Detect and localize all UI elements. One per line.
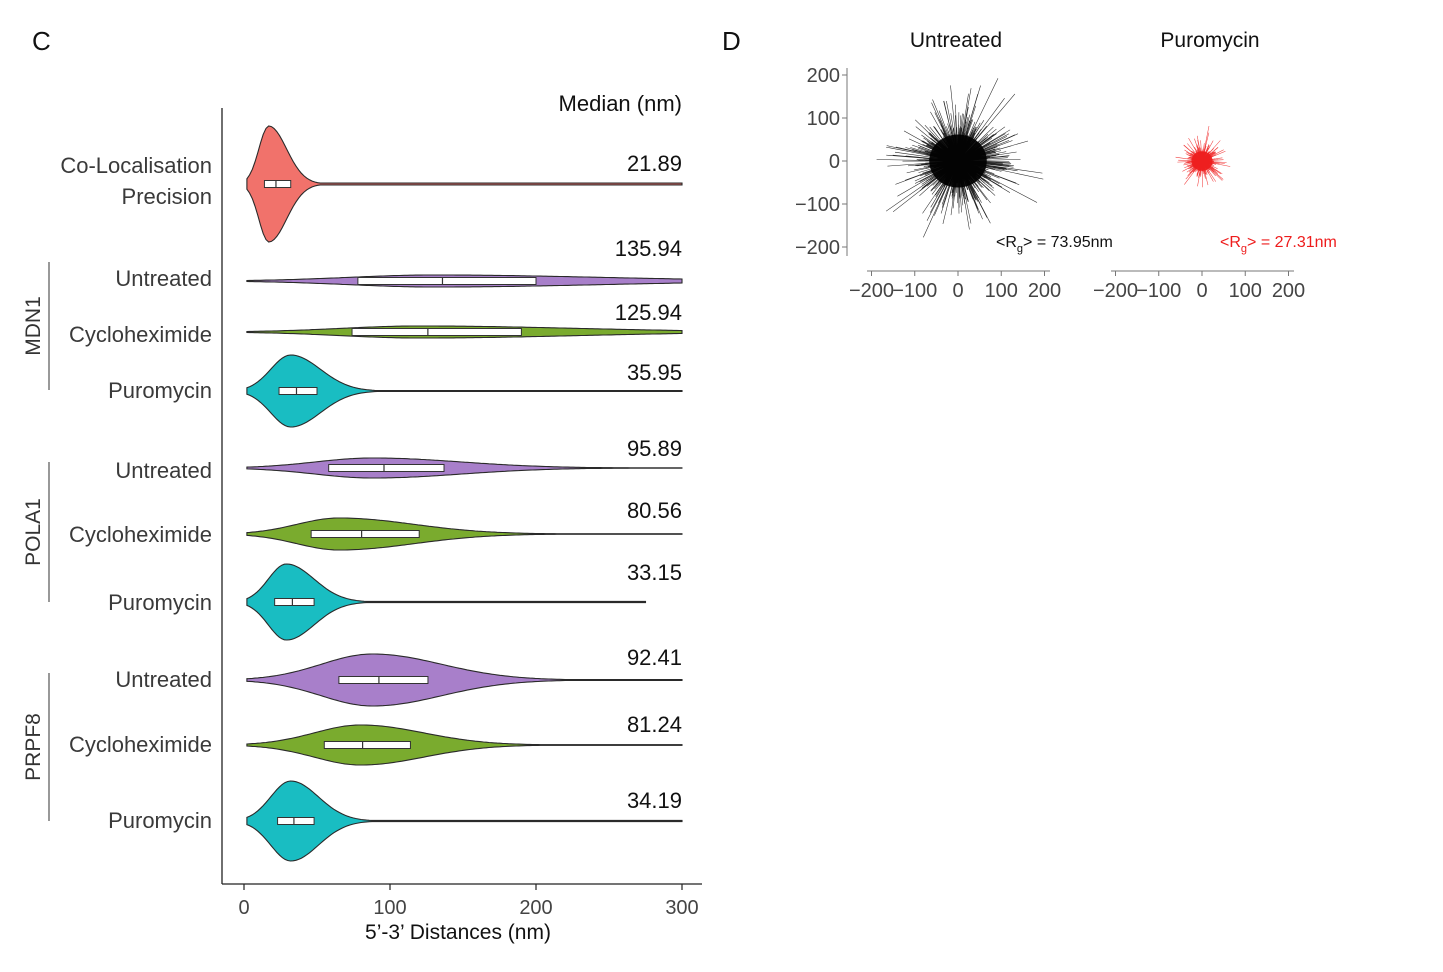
violin-rows: Co-Localisation Precision 21.89 Untreated 13…: [60, 125, 683, 862]
scatter-untreated: [876, 78, 1044, 238]
violin-row: Untreated 95.89: [115, 436, 683, 483]
violin-row: Co-Localisation Precision 21.89: [60, 125, 683, 243]
violin-shape: [246, 724, 683, 766]
x-tick-label: 300: [665, 897, 698, 919]
panel-letter-d: D: [722, 26, 741, 56]
y-tick-label: −100: [795, 194, 840, 216]
y-tick-label: −200: [795, 237, 840, 259]
iqr-box: [263, 180, 292, 188]
violin-shape: [246, 354, 683, 428]
median-value-label: 33.15: [627, 560, 682, 585]
subplot-title-puromycin: Puromycin: [1160, 29, 1259, 52]
category-label: Precision: [122, 184, 212, 209]
group-label: MDN1: [22, 296, 45, 356]
x-tick-label: 100: [373, 897, 406, 919]
category-label: Puromycin: [108, 808, 212, 833]
category-label: Puromycin: [108, 590, 212, 615]
y-tick-label: 200: [807, 65, 840, 87]
subplot-title-untreated: Untreated: [910, 29, 1002, 52]
median-value-label: 35.95: [627, 360, 682, 385]
x-tick-label: 200: [1272, 280, 1305, 302]
x-axis-label: 5’-3’ Distances (nm): [365, 921, 551, 944]
x-tick-label: 0: [1196, 280, 1207, 302]
category-label: Untreated: [115, 458, 212, 483]
x-axis-ticks: 0 100 200 300: [238, 884, 699, 919]
violin-shape: [246, 780, 683, 862]
iqr-box: [277, 817, 315, 825]
y-tick-label: 0: [829, 151, 840, 173]
median-value-label: 135.94: [615, 236, 682, 261]
median-value-label: 125.94: [615, 300, 682, 325]
iqr-box: [274, 598, 315, 606]
violin-row: Cycloheximide 80.56: [69, 498, 683, 551]
x-tick-label: 200: [519, 897, 552, 919]
rg-label-puromycin: <Rg> = 27.31nm: [1220, 234, 1337, 255]
iqr-box: [338, 676, 429, 684]
violin-plot-panel: Median (nm) Co-Localisation Precision 21.8…: [22, 91, 702, 944]
violin-row: Puromycin 35.95: [108, 354, 683, 428]
median-value-label: 81.24: [627, 712, 682, 737]
median-header: Median (nm): [559, 91, 682, 116]
violin-shape: [246, 653, 683, 707]
violin-shape: [246, 563, 647, 641]
x-tick-label: 100: [1229, 280, 1262, 302]
median-value-label: 95.89: [627, 436, 682, 461]
x-tick-label: 0: [238, 897, 249, 919]
x-tick-label: −100: [1136, 280, 1181, 302]
median-value-label: 21.89: [627, 151, 682, 176]
scatter-panel: Untreated Puromycin 2001000−100−200−200−…: [795, 29, 1337, 302]
group-label: POLA1: [22, 498, 45, 566]
iqr-box: [328, 464, 445, 472]
iqr-box: [278, 387, 318, 395]
x-tick-label: −200: [1093, 280, 1138, 302]
iqr-box: [357, 277, 537, 285]
iqr-box: [351, 328, 522, 336]
rg-label-untreated: <Rg> = 73.95nm: [996, 234, 1113, 255]
iqr-box: [310, 530, 420, 538]
violin-row: Cycloheximide 125.94: [69, 300, 683, 347]
median-value-label: 92.41: [627, 645, 682, 670]
violin-shape: [246, 125, 683, 243]
x-tick-label: 100: [985, 280, 1018, 302]
x-tick-label: −100: [892, 280, 937, 302]
category-label: Untreated: [115, 667, 212, 692]
y-tick-label: 100: [807, 108, 840, 130]
category-label: Co-Localisation: [60, 153, 212, 178]
category-label: Untreated: [115, 266, 212, 291]
median-value-label: 34.19: [627, 788, 682, 813]
category-label: Cycloheximide: [69, 732, 212, 757]
group-label: PRPF8: [22, 713, 45, 781]
group-brackets: MDN1 POLA1 PRPF8: [22, 262, 50, 821]
violin-row: Puromycin 34.19: [108, 780, 683, 862]
median-value-label: 80.56: [627, 498, 682, 523]
violin-row: Untreated 135.94: [115, 236, 683, 291]
category-label: Puromycin: [108, 378, 212, 403]
x-tick-label: 0: [952, 280, 963, 302]
violin-row: Cycloheximide 81.24: [69, 712, 683, 766]
scatter-puromycin: [1175, 125, 1231, 188]
violin-row: Puromycin 33.15: [108, 560, 682, 641]
category-label: Cycloheximide: [69, 322, 212, 347]
category-label: Cycloheximide: [69, 522, 212, 547]
trajectory-core: [929, 134, 987, 188]
panel-letter-c: C: [32, 26, 51, 56]
x-tick-label: −200: [849, 280, 894, 302]
x-tick-label: 200: [1028, 280, 1061, 302]
trajectory-core: [1191, 151, 1213, 171]
violin-shape: [246, 517, 683, 551]
iqr-box: [323, 741, 411, 749]
violin-row: Untreated 92.41: [115, 645, 683, 707]
violin-shape: [246, 457, 683, 479]
